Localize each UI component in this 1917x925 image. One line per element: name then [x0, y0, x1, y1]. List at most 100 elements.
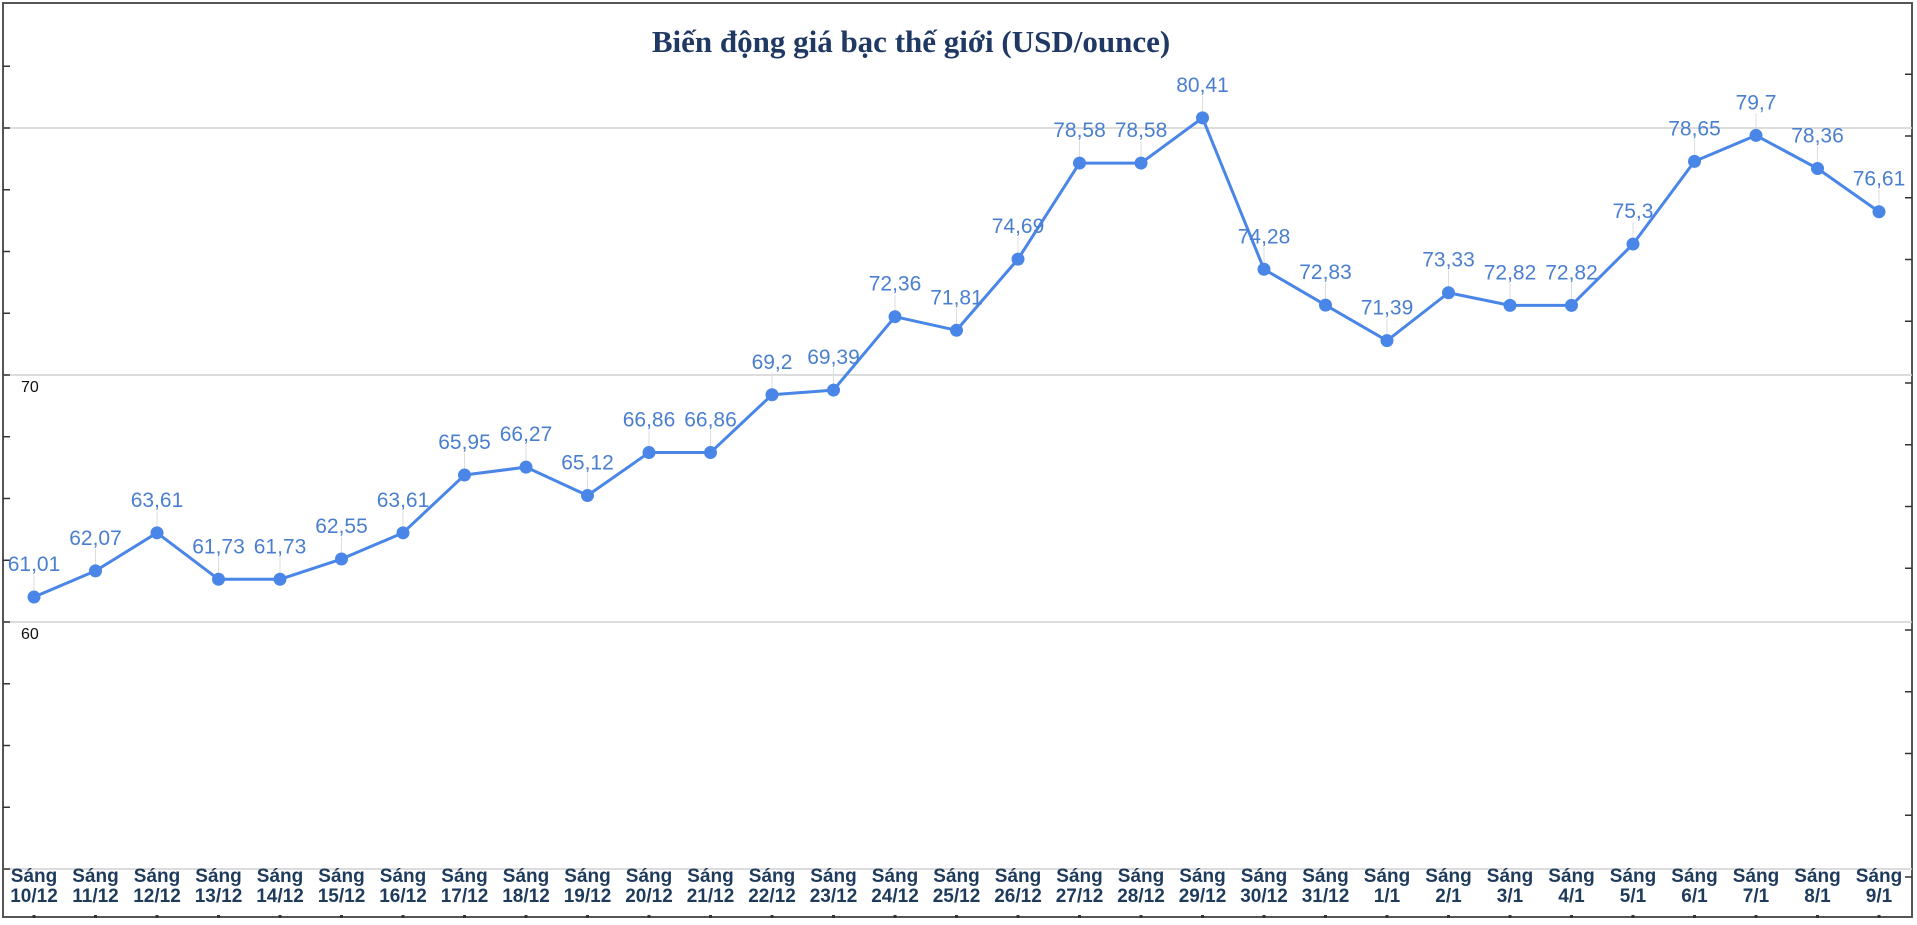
data-label: 73,33 — [1422, 249, 1475, 272]
x-tick-label: Sáng 19/12 — [564, 866, 612, 907]
data-label: 61,73 — [254, 535, 307, 558]
data-point — [704, 446, 717, 460]
x-tick-label: Sáng 11/12 — [72, 866, 119, 907]
x-tick — [463, 915, 466, 918]
series-line: 61,01 62,07 63,61 61,73 61,73 62,55 63,61 65,95… — [8, 74, 1906, 604]
x-tick-label: Sáng 24/12 — [871, 866, 919, 907]
data-label: 74,69 — [992, 215, 1045, 238]
x-tick-label: Sáng 21/12 — [687, 866, 735, 907]
x-tick-label: Sáng 15/12 — [318, 866, 366, 907]
data-label: 66,86 — [684, 409, 737, 432]
x-tick — [832, 915, 835, 918]
data-label: 71,81 — [930, 286, 983, 309]
x-tick — [1693, 915, 1696, 918]
data-point — [1319, 298, 1332, 312]
x-tick — [1078, 915, 1081, 918]
x-tick-label: Sáng 31/12 — [1302, 866, 1350, 907]
x-tick — [1385, 915, 1389, 918]
x-tick — [1447, 915, 1450, 918]
data-point — [396, 526, 410, 540]
data-label: 63,61 — [131, 489, 184, 512]
x-tick — [1139, 915, 1143, 918]
data-point — [827, 383, 840, 397]
data-point — [150, 526, 164, 540]
data-point — [1626, 237, 1640, 251]
data-point — [1011, 252, 1025, 266]
x-tick — [155, 915, 159, 918]
x-tick-label: Sáng 2/1 — [1425, 866, 1471, 907]
x-tick-label: Sáng 30/12 — [1240, 866, 1288, 907]
x-tick-label: Sáng 7/1 — [1733, 866, 1779, 907]
data-label: 76,61 — [1853, 168, 1906, 191]
gridlines — [3, 127, 1912, 870]
data-label: 78,58 — [1115, 119, 1168, 142]
data-label: 62,07 — [69, 527, 122, 550]
x-tick-label: Sáng 23/12 — [810, 866, 858, 907]
data-point — [1257, 262, 1271, 276]
data-label: 63,61 — [377, 489, 430, 512]
x-tick-label: Sáng 13/12 — [195, 866, 243, 907]
data-label: 78,58 — [1053, 119, 1106, 142]
x-tick — [1631, 915, 1635, 918]
data-label: 80,41 — [1176, 74, 1229, 97]
x-tick-label: Sáng 17/12 — [441, 866, 489, 907]
x-tick-label: Sáng 12/12 — [133, 866, 181, 907]
data-label: 72,83 — [1299, 261, 1352, 284]
data-point — [642, 446, 656, 460]
data-label: 72,36 — [869, 273, 922, 296]
data-label: 66,86 — [623, 409, 676, 432]
data-point — [1134, 156, 1148, 170]
x-tick — [709, 915, 712, 918]
x-tick — [401, 915, 405, 918]
x-tick-label: Sáng 18/12 — [502, 866, 550, 907]
x-tick — [955, 915, 958, 918]
data-label: 78,36 — [1791, 125, 1844, 148]
data-point — [1442, 286, 1455, 300]
x-tick — [32, 915, 36, 918]
x-tick-label: Sáng 27/12 — [1056, 866, 1104, 907]
data-label: 62,55 — [315, 515, 368, 538]
x-tick-label: Sáng 8/1 — [1794, 866, 1840, 907]
series-line-path — [33, 116, 1880, 599]
x-tick-label: Sáng 28/12 — [1117, 866, 1165, 907]
data-label: 61,73 — [192, 535, 245, 558]
x-tick — [1016, 915, 1020, 918]
x-tick — [1201, 915, 1204, 918]
x-tick — [1324, 915, 1327, 918]
data-label: 66,27 — [500, 423, 553, 446]
data-label: 75,3 — [1613, 200, 1654, 223]
data-point — [888, 310, 902, 324]
axis-ticks — [3, 65, 1912, 918]
data-label: 72,82 — [1484, 261, 1537, 284]
data-point — [1073, 156, 1086, 170]
x-tick-label: Sáng 26/12 — [994, 866, 1042, 907]
x-tick — [770, 915, 774, 918]
x-tick — [893, 915, 897, 918]
data-point — [273, 572, 287, 586]
y-tick-label: 60 — [21, 626, 39, 643]
x-tick-label: Sáng 1/1 — [1364, 866, 1410, 907]
data-point — [765, 388, 779, 402]
data-point — [1811, 162, 1824, 176]
x-tick — [1262, 915, 1266, 918]
data-label: 74,28 — [1238, 225, 1291, 248]
x-tick — [647, 915, 651, 918]
data-label: 65,12 — [561, 452, 614, 475]
x-tick — [217, 915, 220, 918]
x-tick — [94, 915, 97, 918]
data-label: 71,39 — [1361, 297, 1414, 320]
y-axis-labels: 60 70 — [21, 379, 39, 643]
data-label: 78,65 — [1668, 117, 1721, 140]
x-tick-label: Sáng 10/12 — [10, 866, 58, 907]
x-tick — [524, 915, 528, 918]
x-tick — [1570, 915, 1573, 918]
data-label: 69,2 — [752, 351, 793, 374]
data-point — [1380, 334, 1394, 348]
x-tick-label: Sáng 4/1 — [1548, 866, 1594, 907]
data-point — [27, 590, 41, 604]
x-tick — [1754, 915, 1758, 918]
data-point — [519, 460, 533, 474]
data-point — [581, 489, 594, 503]
